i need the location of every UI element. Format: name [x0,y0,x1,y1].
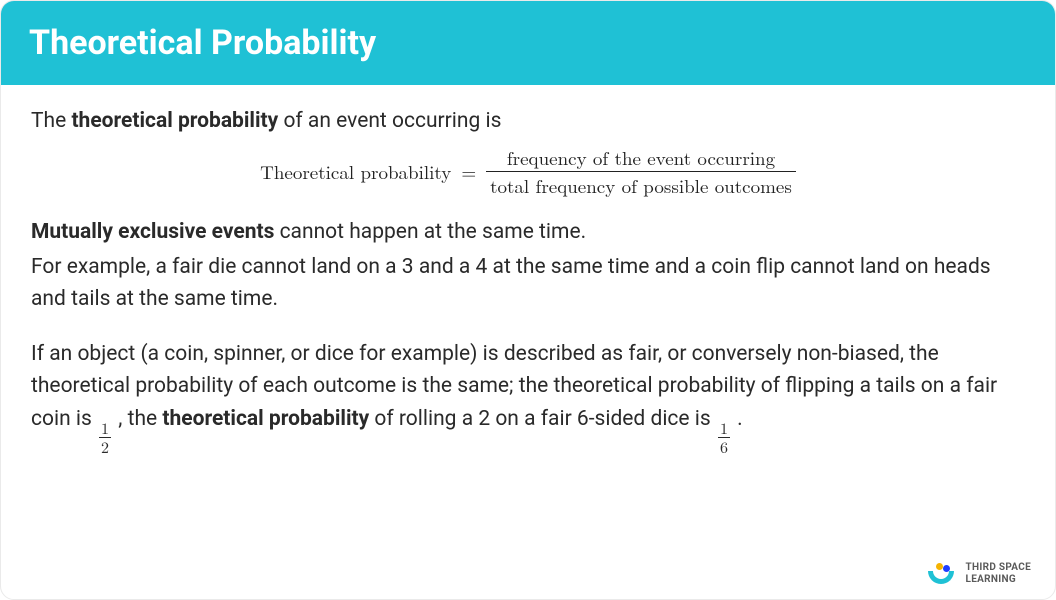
spacer [31,318,1025,338]
formula-lhs: Theoretical probability [260,157,451,186]
intro-line: The theoretical probability of an event … [31,105,1025,138]
fraction-numerator: 1 [718,420,730,436]
brand-arc [928,571,954,584]
example-line: For example, a fair die cannot land on a… [31,251,1025,316]
text: , the [113,407,162,431]
fraction-denominator: 2 [99,439,111,455]
lesson-card: Theoretical Probability The theoretical … [0,0,1056,600]
page-title: Theoretical Probability [29,23,376,63]
card-content: The theoretical probability of an event … [1,85,1055,475]
text: The [31,109,71,133]
fraction-denominator: 6 [718,439,730,455]
brand-badge: THIRD SPACE LEARNING [926,562,1031,585]
brand-icon [926,563,956,585]
brand-line-1: THIRD SPACE [966,562,1031,574]
brand-line-2: LEARNING [966,574,1031,586]
term-mutually-exclusive: Mutually exclusive events [31,220,274,244]
mutually-exclusive-line: Mutually exclusive events cannot happen … [31,216,1025,249]
formula-row: Theoretical probability = frequency of t… [260,146,796,199]
fraction-one-sixth: 16 [718,420,730,455]
fraction-numerator: frequency of the event occurring [503,146,779,170]
term-theoretical-probability: theoretical probability [162,407,369,431]
fair-object-paragraph: If an object (a coin, spinner, or dice f… [31,338,1025,455]
text: cannot happen at the same time. [274,220,586,244]
text: of an event occurring is [278,109,501,133]
equals-sign: = [461,157,476,186]
text: . [732,407,743,431]
fraction-denominator: total frequency of possible outcomes [486,174,796,198]
formula: Theoretical probability = frequency of t… [31,146,1025,199]
brand-dot-yellow [936,563,943,570]
brand-text: THIRD SPACE LEARNING [966,562,1031,585]
formula-fraction: frequency of the event occurring total f… [486,146,796,199]
card-header: Theoretical Probability [1,1,1055,85]
fraction-numerator: 1 [99,420,111,436]
term-theoretical-probability: theoretical probability [71,109,278,133]
fraction-one-half: 12 [99,420,111,455]
text: of rolling a 2 on a fair 6-sided dice is [369,407,716,431]
